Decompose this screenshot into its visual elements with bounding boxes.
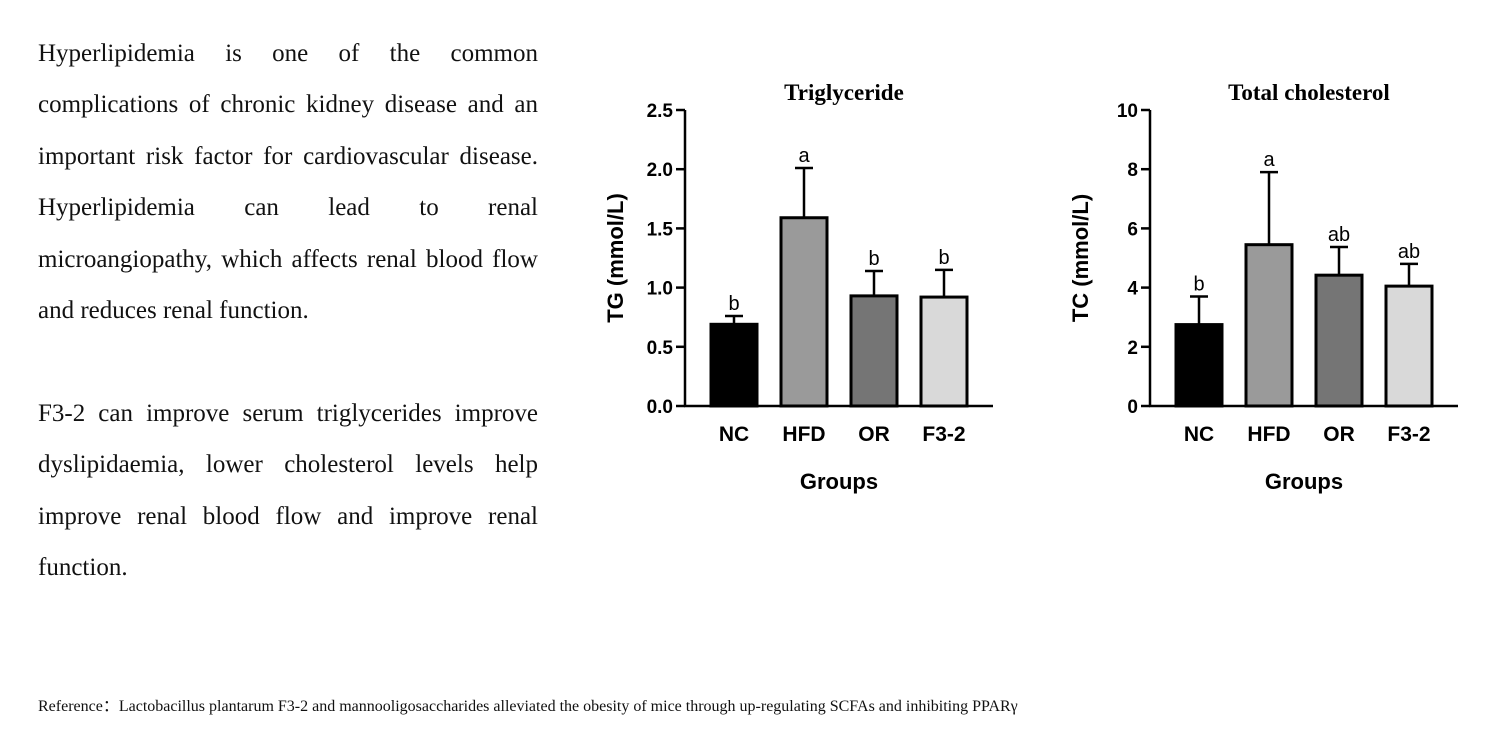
y-tick-label: 0.5: [647, 338, 674, 359]
bar-or: [1314, 273, 1364, 408]
significance-label: b: [868, 248, 879, 270]
chart-title: Total cholesterol: [1228, 80, 1390, 105]
x-tick-label: F3-2: [922, 423, 965, 446]
y-axis-label: TC (mmol/L): [1068, 194, 1093, 322]
x-tick-label: OR: [858, 423, 890, 446]
conclusion-paragraph: F3-2 can improve serum triglycerides imp…: [38, 400, 538, 582]
significance-label: b: [728, 293, 739, 315]
significance-label: a: [798, 145, 810, 167]
x-tick-label: F3-2: [1387, 423, 1430, 446]
x-tick-label: OR: [1323, 423, 1355, 446]
intro-paragraph: Hyperlipidemia is one of the common comp…: [38, 40, 538, 325]
bar-hfd: [1244, 243, 1294, 408]
y-tick-label: 1.0: [647, 279, 673, 300]
y-tick-label: 10: [1117, 101, 1138, 122]
bar-nc: [709, 322, 759, 408]
significance-label: b: [938, 247, 949, 269]
y-tick-label: 0.0: [647, 397, 673, 418]
y-tick-label: 2: [1127, 338, 1138, 359]
y-axis-label: TG (mmol/L): [603, 193, 628, 323]
y-tick-label: 6: [1127, 219, 1138, 240]
significance-label: b: [1193, 273, 1204, 295]
total-cholesterol-chart: Total cholesterol 0 2 4 6 8 10 TC (mmol/L) b NC a H…: [1068, 80, 1458, 494]
x-tick-label: NC: [1184, 423, 1214, 446]
bar-f3-2: [919, 295, 969, 408]
significance-label: ab: [1328, 224, 1350, 246]
y-tick-label: 1.5: [647, 219, 674, 240]
y-tick-label: 4: [1127, 279, 1138, 300]
reference-note: Reference：Lactobacillus plantarum F3-2 a…: [38, 698, 1018, 715]
x-tick-label: HFD: [782, 423, 825, 446]
bar-f3-2: [1384, 284, 1434, 408]
triglyceride-chart: Triglyceride 0.0 0.5 1.0 1.5 2.0 2.5 TG (mmol/L…: [603, 80, 993, 494]
bar-hfd: [779, 216, 829, 408]
y-tick-label: 8: [1127, 160, 1138, 181]
x-axis-label: Groups: [800, 469, 878, 494]
significance-label: a: [1263, 149, 1275, 171]
x-tick-label: HFD: [1247, 423, 1290, 446]
significance-label: ab: [1398, 241, 1420, 263]
bar-or: [849, 294, 899, 408]
bar-nc: [1174, 323, 1224, 408]
y-tick-label: 0: [1127, 397, 1138, 418]
y-tick-label: 2.5: [647, 101, 674, 122]
x-tick-label: NC: [719, 423, 749, 446]
chart-title: Triglyceride: [784, 80, 904, 105]
x-axis-label: Groups: [1265, 469, 1343, 494]
y-tick-label: 2.0: [647, 160, 673, 181]
